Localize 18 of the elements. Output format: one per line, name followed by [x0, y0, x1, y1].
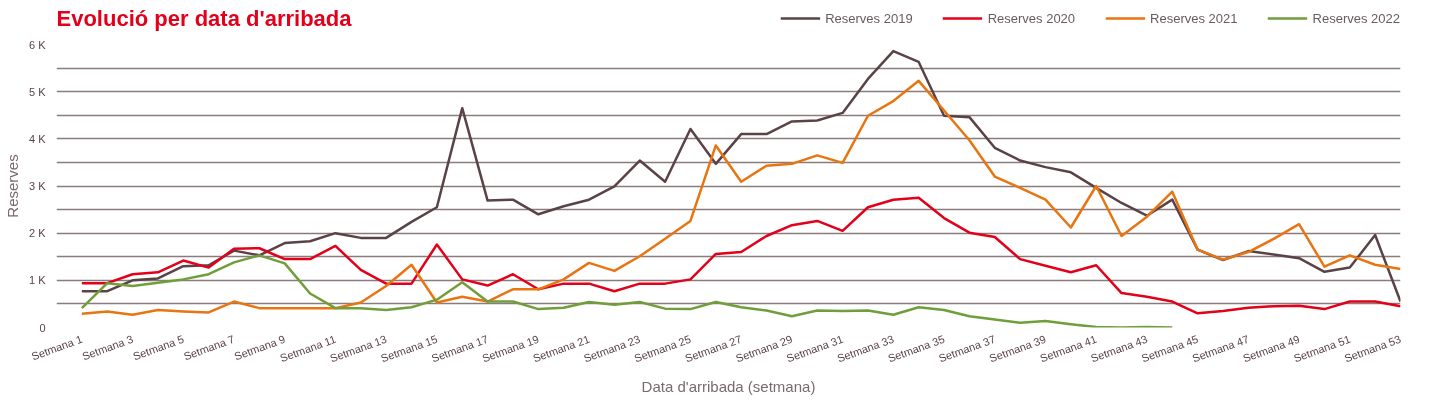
line-series: [80, 196, 1401, 315]
line-series: [80, 254, 1174, 328]
y-tick-label: 4 K: [28, 132, 47, 145]
legend-label: Reserves 2020: [987, 10, 1076, 26]
y-tick-label: 6 K: [28, 38, 47, 51]
line-series: [80, 79, 1401, 317]
chart-title: Evolució per data d'arribada: [56, 6, 353, 31]
line-series: [80, 49, 1401, 303]
legend-label: Reserves 2021: [1150, 10, 1238, 26]
y-tick-label: 5 K: [28, 85, 47, 98]
y-axis-title: Reserves: [3, 154, 21, 218]
y-tick-label: 1 K: [28, 274, 47, 287]
y-tick-label: 2 K: [28, 227, 47, 240]
legend-label: Reserves 2019: [825, 10, 913, 26]
y-tick-label: 0: [39, 321, 46, 334]
legend-label: Reserves 2022: [1312, 10, 1400, 26]
x-axis-title: Data d'arribada (setmana): [641, 378, 816, 396]
y-tick-label: 3 K: [28, 180, 47, 192]
